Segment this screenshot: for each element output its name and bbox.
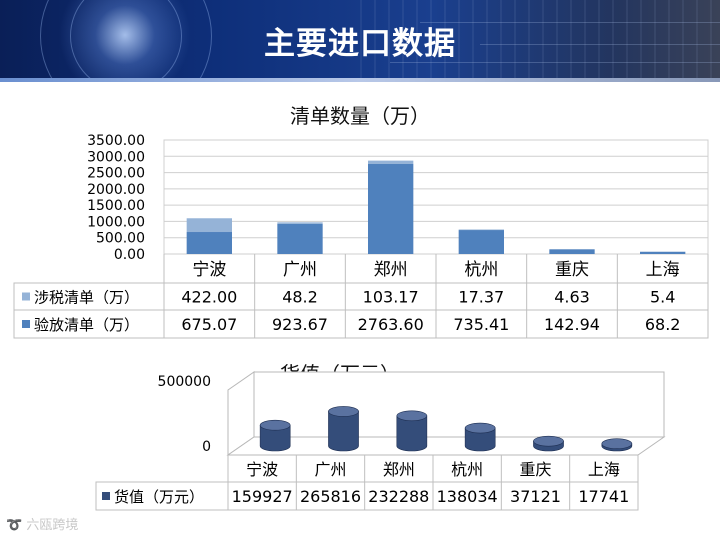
chart2-category-label: 广州 [314,460,346,479]
chart1-data-label: 923.67 [272,315,328,334]
chart2-cylinder-body [396,415,428,452]
chart1-category-label: 郑州 [374,260,408,280]
chart1-data-label: 5.4 [650,288,675,307]
chart1-category-label: 重庆 [555,260,589,280]
chart2-cylinder-top [328,406,359,417]
banner-edge [0,78,720,82]
chart2-category-label: 重庆 [519,460,551,479]
chart2-cylinder-top [464,422,496,434]
chart2-category-label: 郑州 [383,460,415,479]
chart2-cylinder-top [396,410,428,422]
chart1-legend-swatch [22,320,30,328]
chart1-bar-verified [458,230,504,254]
chart1-bar-verified [549,249,595,254]
ring-decoration [40,0,212,82]
chart1-y-tick-label: 1500.00 [87,198,145,214]
chart1-bar-verified [640,251,686,254]
chart2-data-label: 232288 [368,487,429,506]
chart1-bar-taxed [368,160,414,164]
chart1-category-label: 上海 [646,260,680,280]
chart1-data-label: 422.00 [181,288,237,307]
chart2-cylinder-top [601,438,633,449]
chart1-bar-verified [186,232,232,254]
chart1-bar-verified [277,223,323,254]
chart2-cylinder-body [259,424,291,452]
chart2-y-tick-label: 0 [202,439,211,455]
chart1-data-label: 142.94 [544,315,600,334]
chart1-data-label: 4.63 [554,288,590,307]
chart1-category-label: 广州 [283,260,317,280]
watermark-logo-icon: ➰ [6,518,23,533]
chart2-category-label: 宁波 [246,460,278,479]
chart2-data-label: 159927 [232,487,293,506]
chart1-y-tick-label: 3500.00 [87,133,145,149]
chart1-y-tick-label: 2000.00 [87,182,145,198]
chart1-series-name: 验放清单（万） [34,316,139,334]
watermark-text: 六瓯跨境 [26,518,79,533]
chart1-data-label: 735.41 [453,315,509,334]
chart2-cylinder-body [464,427,496,452]
chart2-category-label: 上海 [588,460,620,479]
chart2-cylinder-body [328,411,359,452]
chart1-title: 清单数量（万） [290,104,430,128]
chart1-data-label: 68.2 [645,315,681,334]
chart2-y-tick-label: 500000 [158,374,211,390]
chart2-data-label: 37121 [510,487,561,506]
chart2-legend-swatch [102,492,110,500]
circuit-line [480,44,720,45]
chart1-y-tick-label: 500.00 [96,231,145,247]
chart2-category-label: 杭州 [451,460,483,479]
chart1-y-tick-label: 1000.00 [87,214,145,230]
circuit-lines-decoration [360,0,720,82]
chart1-y-tick-label: 2500.00 [87,166,145,182]
chart2-cylinder-top [533,435,564,447]
chart1-category-label: 杭州 [464,260,498,280]
chart2-cylinder-top [259,419,291,431]
page-title: 主要进口数据 [264,26,456,62]
circuit-line [390,62,720,63]
chart1-category-label: 宁波 [192,260,226,280]
chart2-series-name: 货值（万元） [114,488,204,506]
chart2-floor [226,436,666,456]
chart1-bar-verified [368,163,414,254]
header-banner: 主要进口数据 [0,0,720,82]
chart1-y-tick-label: 0.00 [114,247,145,263]
chart2-data-label: 17741 [578,487,629,506]
chart1-series-name: 涉税清单（万） [34,289,139,307]
watermark: ➰ 六瓯跨境 [6,514,78,533]
chart1-data-label: 48.2 [282,288,318,307]
chart2-data-label: 138034 [437,487,498,506]
chart1-bar-taxed [458,229,504,231]
chart1-data-label: 103.17 [363,288,419,307]
chart1-data-label: 2763.60 [358,315,424,334]
circuit-line [420,22,720,23]
chart1-legend-swatch [22,292,30,301]
chart2-back-wall [253,371,665,438]
chart1-y-tick-label: 3000.00 [87,149,145,165]
chart2-data-label: 265816 [300,487,361,506]
chart1-bar-taxed [277,222,323,224]
chart1-data-label: 17.37 [458,288,504,307]
chart1-data-label: 675.07 [181,315,237,334]
chart1-bar-taxed [186,218,232,233]
